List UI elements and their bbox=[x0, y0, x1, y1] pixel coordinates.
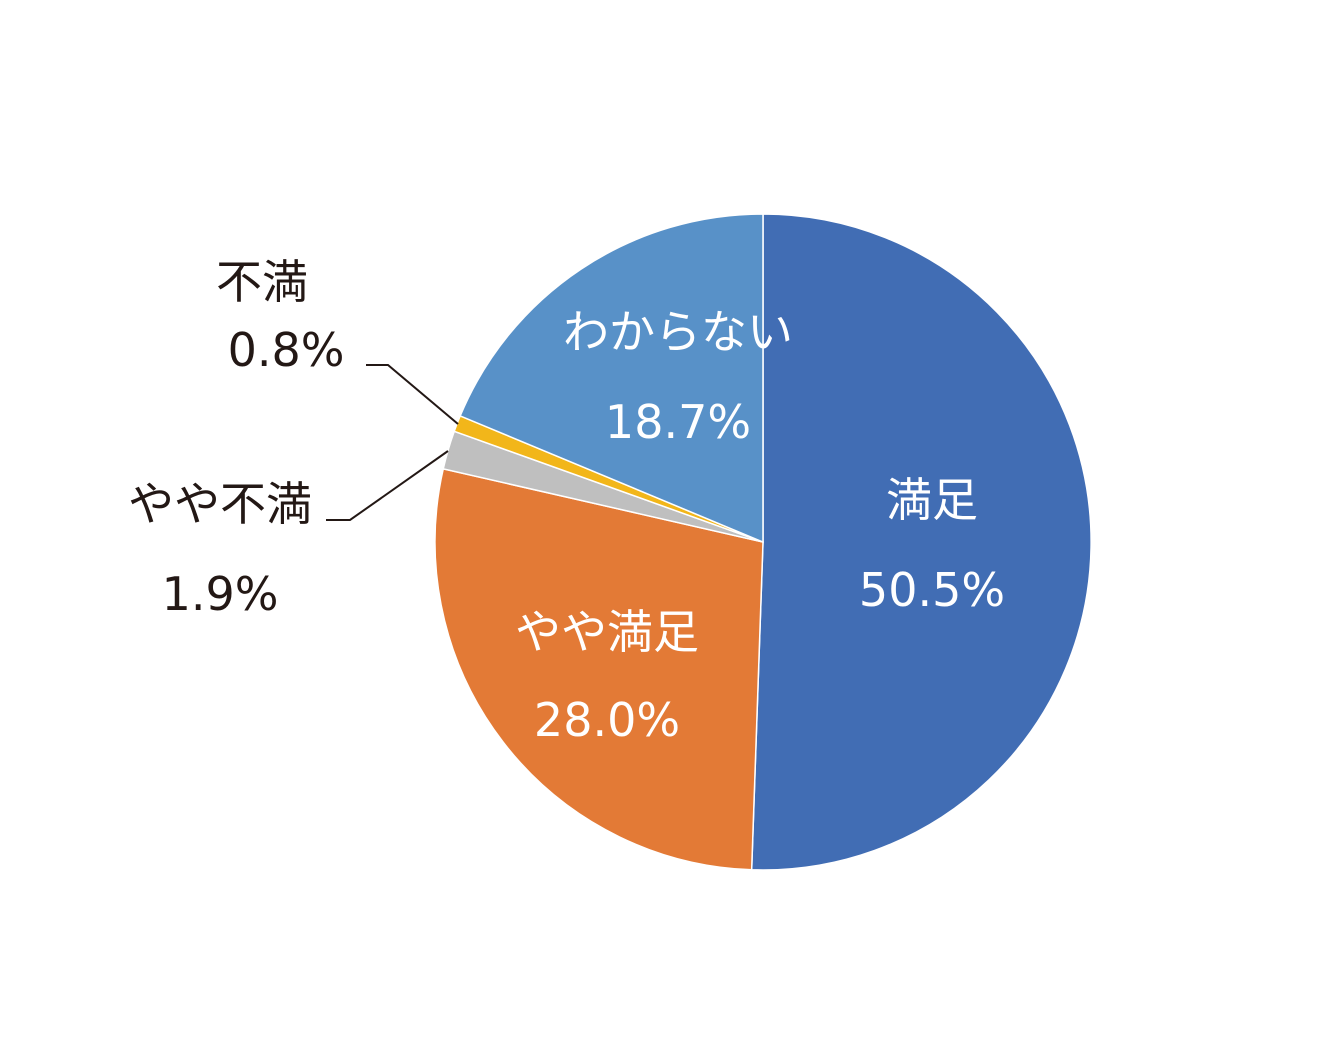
slice-label-yaya-fuman: やや不満 bbox=[128, 477, 312, 531]
slice-value-yaya-manzoku: 28.0% bbox=[534, 693, 680, 747]
pie-slice-4 bbox=[459, 213, 764, 544]
pie-slices bbox=[434, 213, 1092, 871]
slice-value-manzoku: 50.5% bbox=[859, 563, 1005, 617]
slice-label-fuman: 不満 bbox=[216, 255, 308, 309]
pie-slice-0 bbox=[750, 213, 1092, 871]
slice-label-yaya-manzoku: やや満足 bbox=[515, 605, 699, 659]
slice-value-fuman: 0.8% bbox=[228, 323, 345, 377]
slice-label-manzoku: 満足 bbox=[886, 473, 978, 527]
slice-label-wakaranai: わからない bbox=[563, 305, 793, 359]
pie-slice-1 bbox=[434, 467, 764, 871]
slice-value-yaya-fuman: 1.9% bbox=[162, 567, 279, 621]
leader-line-fuman bbox=[366, 364, 459, 425]
slice-value-wakaranai: 18.7% bbox=[605, 395, 751, 449]
leader-line-yaya-fuman bbox=[326, 450, 449, 521]
